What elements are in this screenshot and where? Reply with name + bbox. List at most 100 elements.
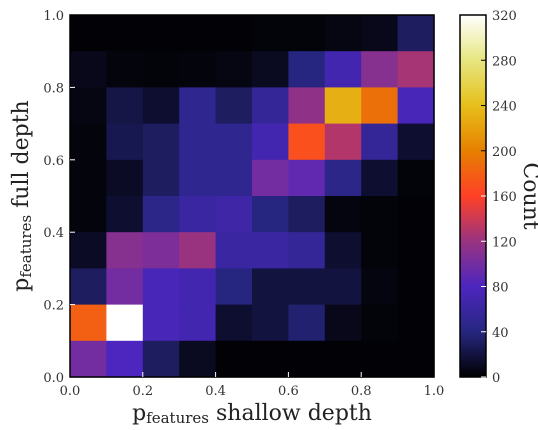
heatmap-cell [106, 232, 144, 269]
heatmap-cell [70, 159, 107, 197]
heatmap-cell [70, 196, 107, 233]
heatmap-cell [252, 123, 289, 161]
heatmap-cell [179, 232, 217, 269]
y-tick-label: 1.0 [43, 9, 64, 24]
x-tick-label: 0.2 [132, 384, 153, 399]
y-tick-label: 0.6 [43, 154, 64, 169]
x-tick-label: 0.8 [351, 384, 372, 399]
y-tick-label: 0.8 [43, 81, 64, 96]
heatmap-cell [252, 159, 289, 197]
heatmap-cell [324, 268, 362, 306]
heatmap-cell [179, 123, 217, 161]
heatmap-cell [324, 196, 362, 233]
heatmap-cell [397, 123, 435, 161]
heatmap-cell [324, 51, 362, 88]
heatmap-cell [106, 268, 144, 306]
heatmap-cell [142, 123, 180, 161]
heatmap-cell [324, 159, 362, 197]
heatmap-cell [215, 51, 253, 88]
heatmap-cell [397, 51, 435, 88]
colorbar-tick-label: 40 [492, 326, 509, 341]
heatmap-cell [142, 87, 180, 125]
x-tick-label: 0.6 [278, 384, 299, 399]
heatmap-cell [70, 87, 107, 125]
heatmap-cell [397, 15, 435, 52]
colorbar [459, 14, 487, 378]
heatmap-cell [179, 340, 217, 378]
heatmap-cell [361, 87, 399, 125]
heatmap-cell [324, 340, 362, 378]
heatmap-cell [324, 304, 362, 342]
colorbar-tick-label: 200 [492, 145, 517, 160]
heatmap-cell [324, 123, 362, 161]
heatmap-cell [106, 87, 144, 125]
heatmap-cell [70, 304, 107, 342]
heatmap-cell [361, 196, 399, 233]
colorbar-tick-label: 0 [492, 371, 500, 386]
x-tick-label: 1.0 [424, 384, 445, 399]
heatmap-cell [361, 123, 399, 161]
heatmap-cell [288, 268, 326, 306]
heatmap-cell [397, 340, 435, 378]
heatmap-cell [142, 304, 180, 342]
heatmap-cell [397, 232, 435, 269]
heatmap-cell [70, 340, 107, 378]
heatmap-cell [324, 232, 362, 269]
heatmap-cell [106, 304, 144, 342]
heatmap-cell [361, 159, 399, 197]
heatmap-cell [215, 340, 253, 378]
heatmap-cell [142, 340, 180, 378]
heatmap-cell [288, 159, 326, 197]
heatmap-cell [179, 15, 217, 52]
heatmap-cell [70, 15, 107, 52]
heatmap-cell [361, 232, 399, 269]
heatmap-cell [252, 51, 289, 88]
y-axis-title: pfeatures full depth [9, 100, 35, 291]
heatmap-cell [397, 304, 435, 342]
heatmap-cell [179, 304, 217, 342]
heatmap-cell [288, 87, 326, 125]
heatmap-cell [106, 15, 144, 52]
plot-frame [69, 14, 435, 378]
colorbar-tick-label: 160 [492, 190, 517, 205]
heatmap-cell [397, 196, 435, 233]
heatmap-cell [397, 87, 435, 125]
colorbar-tick-label: 240 [492, 100, 517, 115]
heatmap-cell [288, 51, 326, 88]
heatmap-cell [179, 51, 217, 88]
colorbar-axis: 0 40 80 120 160 200 240 280 320 [481, 9, 517, 386]
heatmap-cell [142, 268, 180, 306]
heatmap-cell [179, 196, 217, 233]
heatmap-cell [106, 51, 144, 88]
heatmap-cell [252, 340, 289, 378]
y-tick-label: 0.2 [43, 299, 64, 314]
colorbar-tick-label: 120 [492, 235, 517, 250]
heatmap-cell [288, 340, 326, 378]
heatmap-cell [215, 123, 253, 161]
heatmap-cell [215, 232, 253, 269]
heatmap-cell [361, 340, 399, 378]
heatmap-cell [142, 196, 180, 233]
heatmap-cell [215, 87, 253, 125]
colorbar-tick-label: 320 [492, 9, 517, 24]
heatmap-cell [252, 232, 289, 269]
heatmap-cell [106, 159, 144, 197]
heatmap-cell [179, 268, 217, 306]
heatmap-cell [70, 123, 107, 161]
heatmap-cell [215, 268, 253, 306]
heatmap-cell [288, 304, 326, 342]
y-tick-label: 0.0 [43, 371, 64, 386]
colorbar-tick-label: 280 [492, 54, 517, 69]
heatmap-cell [288, 196, 326, 233]
colorbar-tick-label: 80 [492, 281, 509, 296]
y-axis: 0.0 0.2 0.4 0.6 0.8 1.0 [43, 9, 75, 386]
heatmap-cell [179, 87, 217, 125]
heatmap-cell [179, 159, 217, 197]
heatmap-cell [288, 232, 326, 269]
heatmap-cell [324, 87, 362, 125]
heatmap-cell [215, 15, 253, 52]
heatmap-cell [361, 51, 399, 88]
heatmap-cell [142, 159, 180, 197]
heatmap-cell [324, 15, 362, 52]
